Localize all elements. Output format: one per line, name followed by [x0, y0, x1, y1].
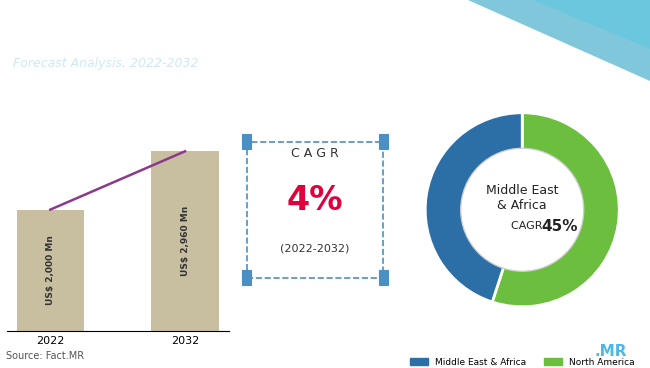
Text: .MR: .MR	[594, 344, 627, 359]
Text: 4%: 4%	[287, 184, 343, 216]
Polygon shape	[468, 0, 650, 81]
Wedge shape	[425, 113, 522, 302]
Text: US$ 2,960 Mn: US$ 2,960 Mn	[181, 206, 190, 276]
Bar	[151, 151, 218, 331]
FancyBboxPatch shape	[378, 134, 387, 149]
FancyBboxPatch shape	[378, 270, 387, 285]
Bar	[17, 210, 84, 331]
Text: Date Sugar Market: Date Sugar Market	[13, 23, 235, 43]
Legend: Forecast (US$ Bn), CAGR: Forecast (US$ Bn), CAGR	[0, 366, 153, 368]
Text: CAGR: CAGR	[511, 221, 545, 231]
Legend: Middle East & Africa, North America: Middle East & Africa, North America	[406, 354, 638, 368]
Text: Fact: Fact	[532, 344, 569, 359]
Text: US$ 2,000 Mn: US$ 2,000 Mn	[46, 236, 55, 305]
Text: & Africa: & Africa	[497, 199, 547, 212]
Text: Middle East: Middle East	[486, 184, 558, 197]
Text: Forecast Analysis, 2022-2032: Forecast Analysis, 2022-2032	[13, 57, 198, 70]
Polygon shape	[533, 0, 650, 49]
Circle shape	[462, 150, 582, 270]
Wedge shape	[492, 113, 619, 307]
Text: Source: Fact.MR: Source: Fact.MR	[6, 351, 84, 361]
FancyBboxPatch shape	[242, 270, 252, 285]
Text: (2022-2032): (2022-2032)	[280, 244, 350, 254]
Text: C A G R: C A G R	[291, 148, 339, 160]
Text: 45%: 45%	[541, 219, 578, 234]
FancyBboxPatch shape	[242, 134, 252, 149]
